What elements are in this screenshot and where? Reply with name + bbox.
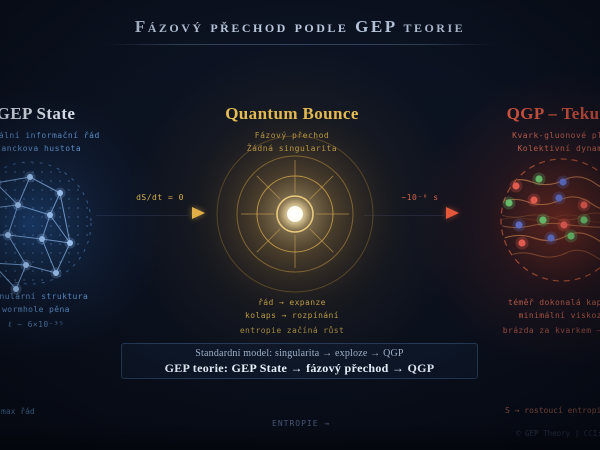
entropy-axis-label: ENTROPIE →: [272, 419, 331, 428]
note-line: entropie začíná růst: [239, 326, 345, 335]
note-line: ℓ ~ 6×10⁻³⁵: [7, 320, 65, 329]
qgp-fluid-icon: [484, 142, 600, 298]
entropy-right-note: S → rostoucí entropie: [505, 406, 600, 415]
note-line: téměř dokonalá kapalina: [508, 298, 600, 307]
entropy-left-note: max řád: [1, 407, 35, 416]
note-line: granulární struktura: [0, 292, 89, 301]
stage-title-gep-state: GEP State: [0, 104, 76, 123]
note-line: wormhole pěna: [2, 304, 70, 314]
comparison-gep-theory: GEP teorie: GEP State → fázový přechod →…: [164, 361, 435, 375]
notes-gep-state: granulární struktura wormhole pěna ℓ ~ 6…: [0, 291, 146, 332]
note-line: kolaps → rozpínání: [245, 310, 339, 320]
notes-quantum-bounce: řád → expanze kolaps → rozpínání entropi…: [182, 297, 402, 338]
arrow-right-icon: [446, 207, 459, 219]
comparison-box: Standardní model: singularita → exploze …: [121, 343, 478, 379]
note-line: minimální viskozita: [518, 310, 600, 320]
comparison-standard-model: Standardní model: singularita → exploze …: [195, 348, 404, 359]
page-title: Fázový přechod podle GEP teorie: [134, 17, 466, 36]
note-line: brázda za kvarkem – důkaz: [502, 326, 600, 335]
title-divider: [104, 44, 496, 45]
credit-text: © GEP Theory | CCI: 10: [516, 429, 600, 438]
notes-qgp: téměř dokonalá kapalina minimální viskoz…: [458, 297, 600, 338]
note-line: řád → expanze: [258, 298, 326, 307]
